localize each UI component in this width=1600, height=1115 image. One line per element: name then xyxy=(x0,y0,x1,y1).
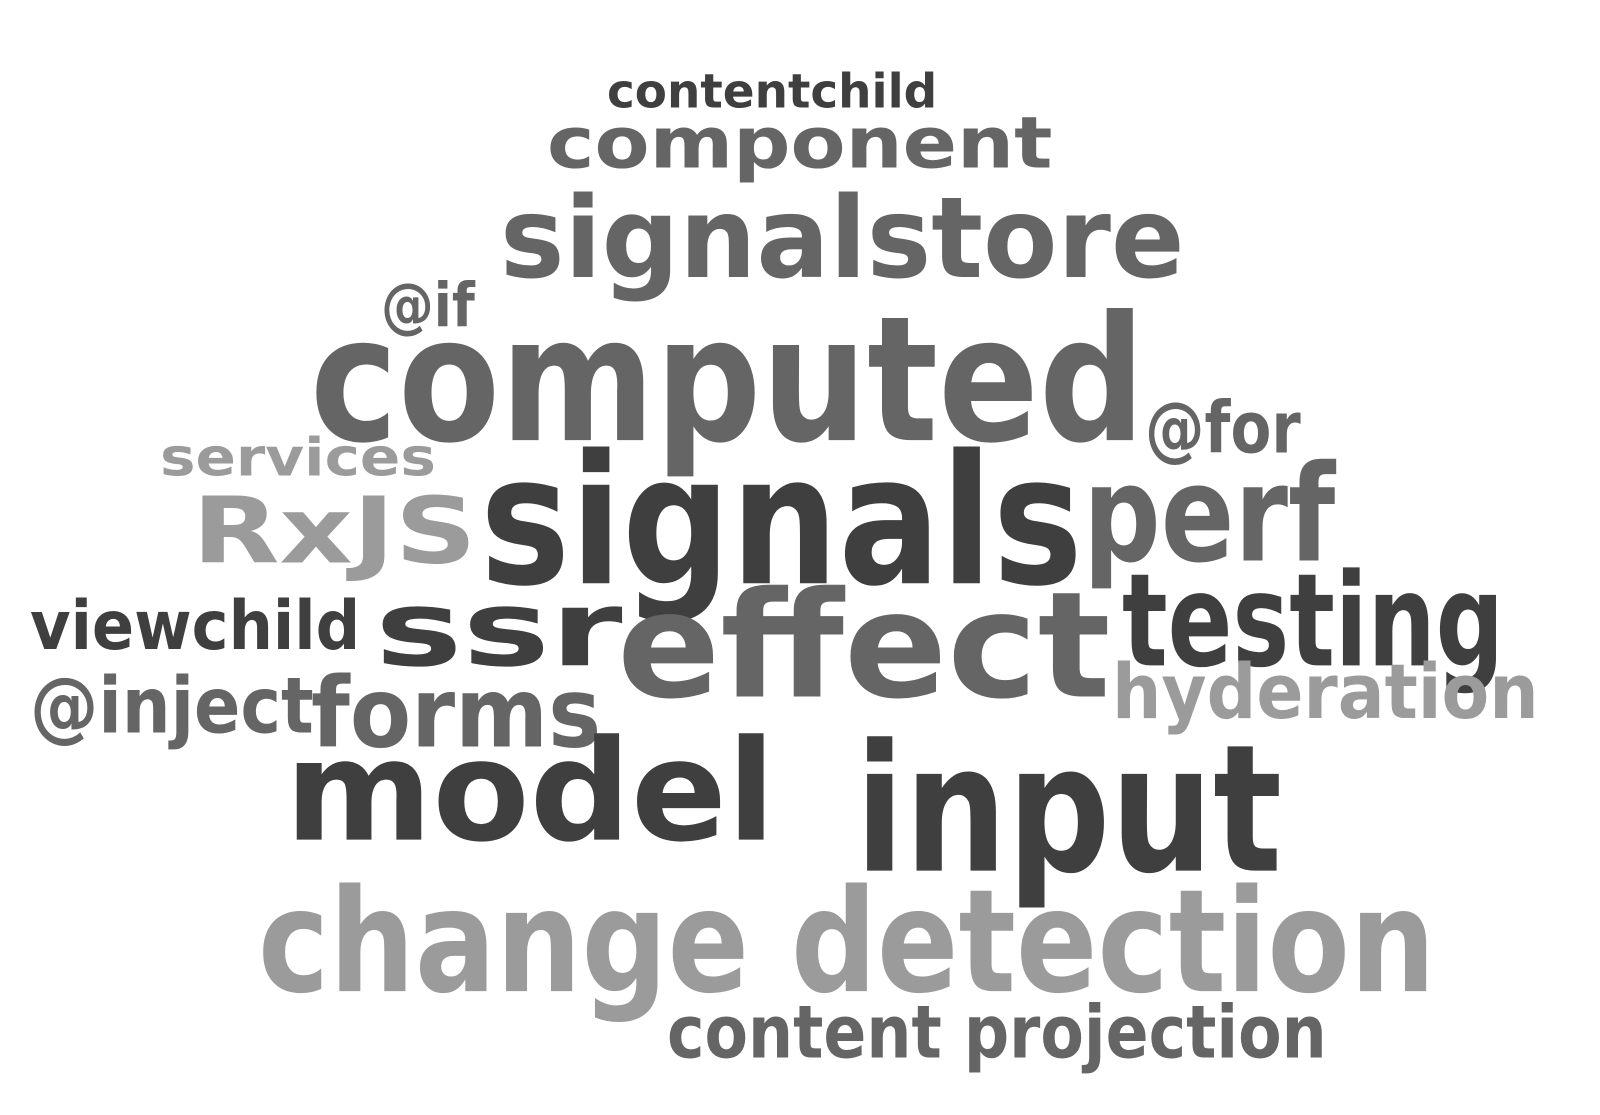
word-model: model xyxy=(285,709,776,874)
word-perf: perf xyxy=(1083,435,1336,593)
word-services: services xyxy=(160,426,436,489)
word-signalstore: signalstore xyxy=(500,172,1185,304)
word-forms: forms xyxy=(311,656,602,770)
word-change-detection: change detection xyxy=(258,858,1436,1026)
word-hyderation: hyderation xyxy=(1112,647,1539,737)
word-computed: computed xyxy=(310,278,1146,482)
word-effect: effect xyxy=(617,559,1111,732)
word-contentchild: contentchild xyxy=(607,63,938,119)
word-ssr: ssr xyxy=(375,567,623,691)
word-rxjs: RxJS xyxy=(192,476,477,585)
word-component: component xyxy=(547,101,1053,185)
word-signals: signals xyxy=(480,415,1083,627)
word-input: input xyxy=(855,706,1283,914)
word-content-projection: content projection xyxy=(667,989,1327,1075)
word-at-for: @for xyxy=(1145,386,1301,470)
word-testing: testing xyxy=(1122,545,1504,697)
word-at-inject: @inject xyxy=(30,659,314,752)
word-at-if: @if xyxy=(381,269,475,341)
word-viewchild: viewchild xyxy=(30,585,361,666)
